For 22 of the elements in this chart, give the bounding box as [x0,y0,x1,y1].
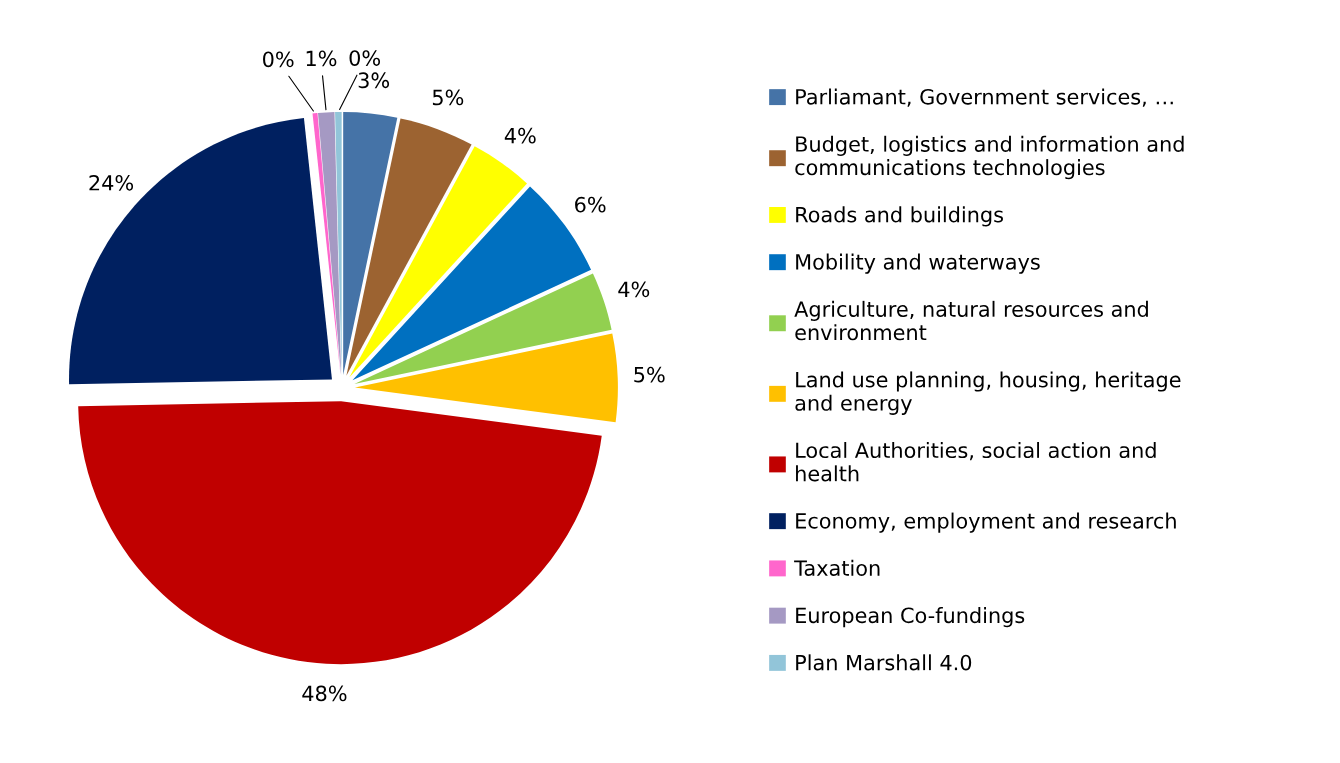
legend-label: Land use planning, housing, heritage and energy [795,371,1181,415]
data-label: 4% [504,127,536,144]
data-label: 5% [634,366,665,383]
legend-label: Taxation [794,559,880,576]
legend-label: Mobility and waterways [796,253,1040,274]
data-label: 4% [618,281,650,298]
legend-label: Local Authorities, social action and health [796,441,1156,482]
data-label: 3% [358,72,390,89]
data-label: 24% [89,174,134,191]
legend-label: Budget, logistics and information and communications technologies [795,135,1184,180]
data-label: 5% [432,89,464,106]
legend-label: Plan Marshall 4.0 [796,654,972,671]
data-label: 6% [575,196,606,213]
legend-label: Economy, employment and research [796,512,1176,533]
legend-label: Parliamant, Government services, … [796,88,1173,107]
legend-label: Agriculture, natural resources and environment [794,300,1148,341]
data-label: 0% [263,51,294,68]
legend-label: Roads and buildings [796,206,1003,227]
legend-label: European Co-fundings [796,607,1025,628]
data-label: 1% [306,50,337,67]
data-label: 0% [349,50,381,66]
data-label: 48% [302,685,347,702]
